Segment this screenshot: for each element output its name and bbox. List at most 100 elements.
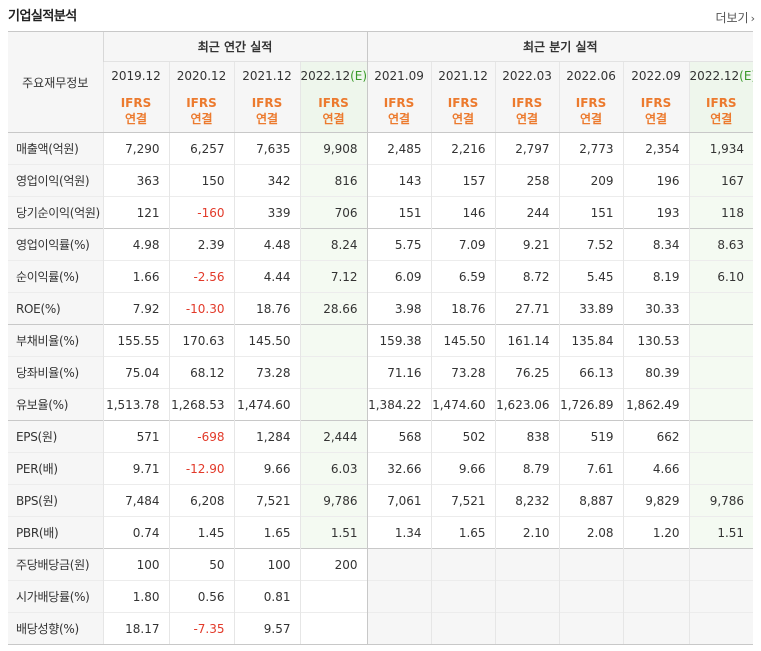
period-label: 2021.09 <box>374 69 424 83</box>
row-label: 당기순이익(억원) <box>8 196 103 229</box>
value-cell: 76.25 <box>494 356 560 389</box>
value-cell: 27.71 <box>494 292 560 325</box>
table-row: 유보율(%) 1,513.78 1,268.53 1,474.60 1,384.22 1,… <box>8 388 754 421</box>
cell-value: 209 <box>590 173 614 188</box>
value-cell <box>688 580 754 613</box>
cell-value: 1,474.60 <box>237 397 291 412</box>
period-header: 2022.12(E) <box>299 61 368 90</box>
cell-value: 1.45 <box>197 525 225 540</box>
value-cell: 7.09 <box>430 228 496 261</box>
ifrs-label: IFRS <box>383 96 415 110</box>
value-cell: 6.59 <box>430 260 496 293</box>
cell-value: 0.81 <box>263 589 291 604</box>
cell-value: 568 <box>398 429 422 444</box>
value-cell: 9.57 <box>233 612 300 645</box>
period-header: 2022.06 <box>558 61 624 90</box>
period-header: 2021.12 <box>430 61 496 90</box>
period-label: 2019.12 <box>111 69 161 83</box>
cell-value: -12.90 <box>185 461 225 476</box>
cell-value: 1.51 <box>717 525 745 540</box>
value-cell <box>558 548 624 581</box>
value-cell <box>430 548 496 581</box>
cell-value: 7,521 <box>256 493 291 508</box>
cell-value: 1,474.60 <box>432 397 486 412</box>
estimate-mark: (E) <box>739 69 753 83</box>
value-cell: 7,521 <box>430 484 496 517</box>
value-cell: 568 <box>366 420 432 453</box>
value-cell: 75.04 <box>102 356 169 389</box>
value-cell: 1,862.49 <box>622 388 690 421</box>
period-label: 2022.09 <box>631 69 681 83</box>
value-cell: -12.90 <box>168 452 234 485</box>
value-cell: -7.35 <box>168 612 234 645</box>
cell-value: 2,485 <box>387 141 422 156</box>
cell-value: 1.51 <box>330 525 358 540</box>
consolidated-label: 연결 <box>124 112 148 126</box>
cell-value: 9,829 <box>645 493 680 508</box>
cell-value: 193 <box>656 205 680 220</box>
cell-value: 1.66 <box>132 269 160 284</box>
ifrs-label: IFRS <box>186 96 217 110</box>
value-cell <box>688 612 754 645</box>
cell-value: 816 <box>334 173 358 188</box>
ifrs-label: IFRS <box>575 96 607 110</box>
ifrs-label: IFRS <box>447 96 479 110</box>
value-cell: 73.28 <box>430 356 496 389</box>
cell-value: 1,862.49 <box>626 397 680 412</box>
value-cell: 4.66 <box>622 452 690 485</box>
cell-value: 7,290 <box>125 141 160 156</box>
ifrs-badge: IFRS 연결 <box>558 90 624 133</box>
period-label: 2021.12 <box>242 69 292 83</box>
value-cell: 68.12 <box>168 356 234 389</box>
value-cell: 9.71 <box>102 452 169 485</box>
ifrs-badge: IFRS 연결 <box>688 90 754 133</box>
cell-value: 73.28 <box>256 365 291 380</box>
cell-value: 8.24 <box>330 237 358 252</box>
ifrs-badge: IFRS 연결 <box>494 90 560 133</box>
cell-value: 145.50 <box>443 333 486 348</box>
cell-value: 2,354 <box>645 141 680 156</box>
ifrs-label: IFRS <box>318 96 349 110</box>
estimate-mark: (E) <box>350 69 368 83</box>
cell-value: 80.39 <box>645 365 680 380</box>
value-cell: 7,521 <box>233 484 300 517</box>
cell-value: 1.65 <box>263 525 291 540</box>
table-row: EPS(원) 571 -698 1,284 2,444 568 502 838 519 662 <box>8 420 754 453</box>
row-label: 배당성향(%) <box>8 612 103 645</box>
cell-value: -10.30 <box>185 301 225 316</box>
value-cell: 2,354 <box>622 132 690 165</box>
period-label: 2022.12 <box>689 69 740 83</box>
cell-value: -160 <box>197 205 225 220</box>
value-cell: 8.72 <box>494 260 560 293</box>
cell-value: 9.21 <box>522 237 550 252</box>
value-cell: 32.66 <box>366 452 432 485</box>
section-title: 기업실적분석 <box>8 9 77 24</box>
cell-value: 7,484 <box>125 493 160 508</box>
period-label: 2022.03 <box>502 69 552 83</box>
value-cell: 135.84 <box>558 324 624 357</box>
cell-value: 76.25 <box>515 365 550 380</box>
cell-value: 1,268.53 <box>171 397 225 412</box>
value-cell: 342 <box>233 164 300 197</box>
cell-value: 4.48 <box>263 237 291 252</box>
cell-value: 2,773 <box>579 141 614 156</box>
more-link[interactable]: 더보기 › <box>715 9 755 26</box>
value-cell: 8.79 <box>494 452 560 485</box>
value-cell: 363 <box>102 164 169 197</box>
value-cell: 519 <box>558 420 624 453</box>
value-cell: 196 <box>622 164 690 197</box>
cell-value: 9,786 <box>323 493 358 508</box>
cell-value: 30.33 <box>645 301 680 316</box>
value-cell: 146 <box>430 196 496 229</box>
value-cell: 3.98 <box>366 292 432 325</box>
cell-value: 9.71 <box>132 461 160 476</box>
cell-value: 145.50 <box>248 333 291 348</box>
value-cell: 1.34 <box>366 516 432 549</box>
cell-value: 7.92 <box>132 301 160 316</box>
value-cell: 2,485 <box>366 132 432 165</box>
cell-value: 8.79 <box>522 461 550 476</box>
period-header: 2022.12(E) <box>688 61 754 90</box>
value-cell <box>299 324 368 357</box>
cell-value: 363 <box>136 173 160 188</box>
cell-value: 121 <box>136 205 160 220</box>
